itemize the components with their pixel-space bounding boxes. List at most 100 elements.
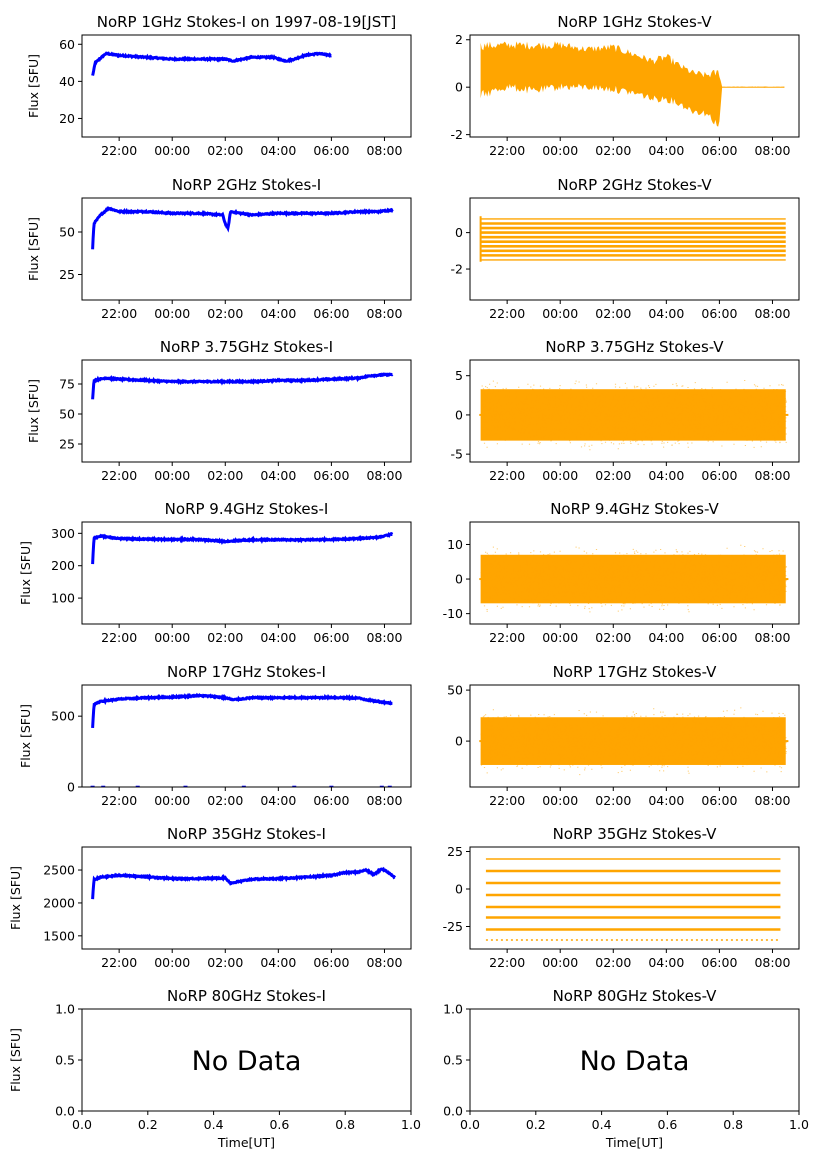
no-data-annotation: No Data	[192, 1046, 302, 1077]
chart-title: NoRP 2GHz Stokes-I	[172, 176, 321, 194]
axes-frame	[81, 521, 412, 625]
y-axis-label: Flux [SFU]	[26, 54, 41, 118]
x-tick-label: 02:00	[595, 630, 631, 645]
x-tick-label: 1.0	[789, 1117, 809, 1132]
x-tick-label: 22:00	[101, 793, 137, 808]
x-tick-label: 0.0	[460, 1117, 480, 1132]
panel-14: No Data 0.0 0.5 1.0 0.0 0.2 0.4 0.6 0.8 1.0 NoRP 8…	[443, 987, 809, 1150]
y-tick-label: 25	[447, 844, 463, 859]
x-tick-label: 22:00	[101, 143, 137, 158]
x-tick-label: 08:00	[366, 630, 402, 645]
y-axis-label: Flux [SFU]	[8, 1028, 23, 1092]
x-tick-label: 04:00	[648, 306, 684, 321]
plot-area	[480, 41, 785, 127]
plot-area	[91, 531, 394, 565]
chart-title: NoRP 3.75GHz Stokes-V	[545, 338, 724, 356]
y-tick-label: 100	[51, 591, 75, 606]
y-tick-label: 50	[447, 683, 463, 698]
plot-area	[91, 866, 397, 900]
x-tick-label: 08:00	[754, 143, 790, 158]
x-tick-label: 04:00	[648, 468, 684, 483]
x-tick-label: 04:00	[260, 143, 296, 158]
x-tick-label: 02:00	[595, 468, 631, 483]
x-tick-label: 22:00	[489, 630, 525, 645]
y-tick-label: 2500	[43, 863, 75, 878]
y-tick-label: 40	[59, 74, 75, 89]
x-tick-label: 04:00	[260, 468, 296, 483]
panel-8: -10 0 10 22:00 00:00 02:00 04:00 06:00 08:00 NoRP…	[443, 500, 800, 645]
x-tick-label: 00:00	[154, 793, 190, 808]
x-tick-label: 08:00	[366, 306, 402, 321]
x-tick-label: 02:00	[207, 306, 243, 321]
x-tick-label: 00:00	[542, 468, 578, 483]
data-series	[91, 206, 394, 250]
plot-area	[91, 206, 394, 250]
plot-area	[485, 858, 781, 941]
y-axis-label: Flux [SFU]	[26, 217, 41, 281]
panel-11: 1500 2000 2500 22:00 00:00 02:00 04:00 06:00 08:…	[8, 825, 412, 970]
y-tick-label: 2	[455, 32, 463, 47]
no-data-annotation: No Data	[580, 1046, 690, 1077]
y-tick-label: 25	[59, 267, 75, 282]
x-tick-label: 22:00	[489, 143, 525, 158]
data-series	[91, 866, 397, 900]
x-tick-label: 00:00	[542, 630, 578, 645]
x-tick-label: 00:00	[542, 306, 578, 321]
y-tick-label: 25	[59, 437, 75, 452]
y-tick-label: 1500	[43, 928, 75, 943]
panel-4: -2 0 22:00 00:00 02:00 04:00 06:00 08:00 NoRP 2G…	[451, 176, 800, 321]
x-tick-label: 06:00	[701, 306, 737, 321]
x-tick-label: 00:00	[542, 955, 578, 970]
chart-title: NoRP 1GHz Stokes-I on 1997-08-19[JST]	[97, 13, 397, 31]
x-tick-label: 02:00	[595, 143, 631, 158]
data-band	[480, 41, 785, 127]
y-tick-label: -25	[443, 919, 463, 934]
chart-title: NoRP 17GHz Stokes-V	[553, 663, 718, 681]
chart-title: NoRP 3.75GHz Stokes-I	[160, 338, 333, 356]
plot-area	[91, 51, 332, 76]
axes-frame	[469, 521, 800, 625]
y-tick-label: 50	[59, 225, 75, 240]
y-tick-label: 0	[455, 225, 463, 240]
panel-12: -25 0 25 22:00 00:00 02:00 04:00 06:00 08:00 NoRP…	[443, 825, 800, 970]
x-tick-label: 22:00	[489, 793, 525, 808]
x-tick-label: 08:00	[754, 955, 790, 970]
y-tick-label: 75	[59, 377, 75, 392]
y-tick-label: -2	[451, 262, 463, 277]
chart-title: NoRP 17GHz Stokes-I	[167, 663, 326, 681]
plot-area	[479, 707, 789, 776]
y-tick-label: 60	[59, 37, 75, 52]
x-tick-label: 06:00	[313, 306, 349, 321]
x-tick-label: 02:00	[595, 955, 631, 970]
x-tick-label: 06:00	[313, 143, 349, 158]
x-tick-label: 06:00	[701, 955, 737, 970]
data-series	[91, 531, 394, 565]
panel-1: 20 40 60 22:00 00:00 02:00 04:00 06:00 08:00 NoRP…	[26, 13, 412, 158]
data-points	[480, 544, 787, 613]
x-tick-label: 02:00	[207, 468, 243, 483]
panel-2: -2 0 2 22:00 00:00 02:00 04:00 06:00 08:00 NoRP 1…	[451, 13, 800, 158]
x-tick-label: 0.8	[335, 1117, 355, 1132]
y-tick-label: 200	[51, 558, 75, 573]
panel-10: 0 50 22:00 00:00 02:00 04:00 06:00 08:00 NoRP 17…	[447, 663, 800, 808]
x-tick-label: 02:00	[207, 793, 243, 808]
x-tick-label: 04:00	[260, 306, 296, 321]
chart-title: NoRP 1GHz Stokes-V	[557, 13, 712, 31]
y-tick-label: 50	[59, 407, 75, 422]
x-tick-label: 04:00	[260, 955, 296, 970]
x-tick-label: 08:00	[754, 630, 790, 645]
y-tick-label: 0	[455, 882, 463, 897]
y-tick-label: 500	[51, 709, 75, 724]
y-tick-label: 0.5	[55, 1053, 75, 1068]
plot-area	[479, 380, 789, 451]
y-tick-label: 5	[455, 368, 463, 383]
y-axis-label: Flux [SFU]	[8, 866, 23, 930]
y-tick-label: 0	[67, 780, 75, 795]
x-tick-label: 04:00	[260, 630, 296, 645]
x-tick-label: 00:00	[154, 143, 190, 158]
x-tick-label: 04:00	[648, 143, 684, 158]
x-tick-label: 22:00	[101, 630, 137, 645]
plot-area	[479, 216, 786, 262]
y-tick-label: -2	[451, 127, 463, 142]
x-tick-label: 06:00	[701, 630, 737, 645]
